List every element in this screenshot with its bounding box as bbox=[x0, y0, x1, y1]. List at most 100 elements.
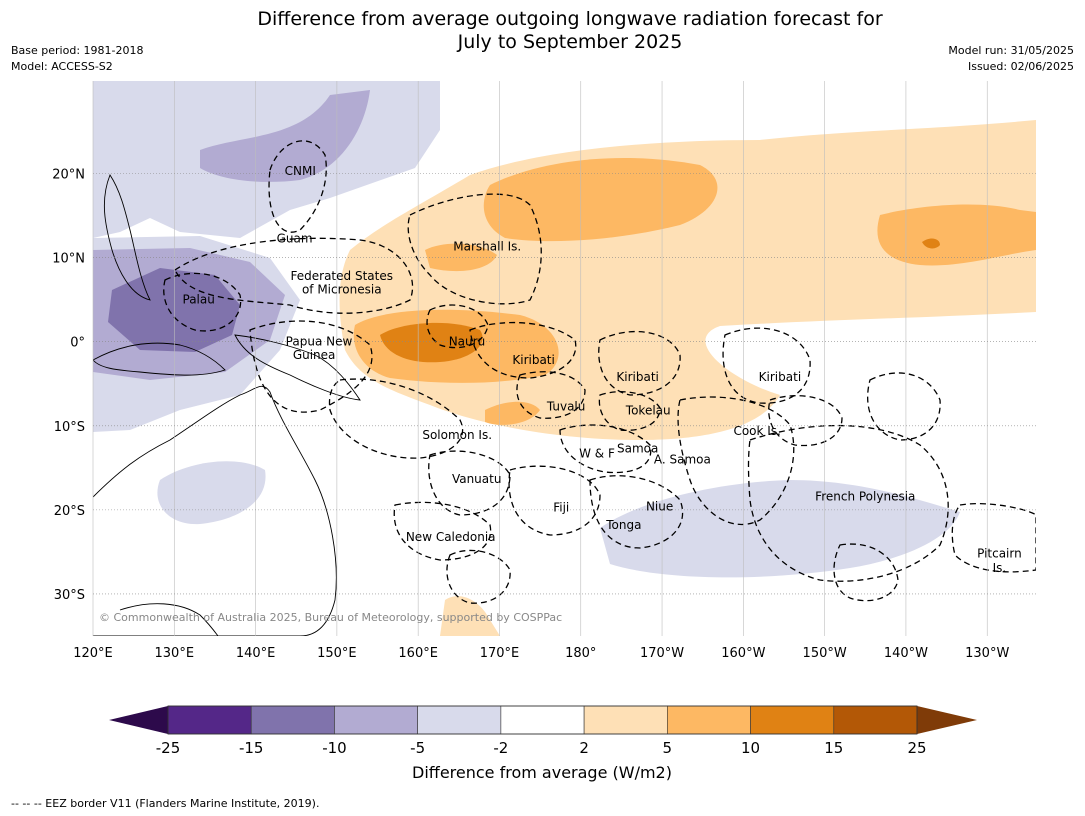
place-label: Tonga bbox=[605, 518, 641, 532]
colorbar-tick-label: 15 bbox=[824, 739, 843, 757]
eez-french-polynesia-north bbox=[866, 372, 941, 441]
base-period-text: Base period: 1981-2018 bbox=[11, 44, 144, 57]
eez-austral bbox=[833, 543, 899, 602]
place-label: Marshall Is. bbox=[453, 240, 521, 254]
colorbar-tick-label: 5 bbox=[663, 739, 673, 757]
australia-coastline bbox=[93, 385, 337, 636]
anomaly-region-orange-east bbox=[877, 204, 1036, 266]
place-label: Palau bbox=[183, 293, 215, 307]
eez-new-caledonia bbox=[393, 501, 492, 561]
anomaly-region-dark-orange bbox=[380, 322, 483, 363]
eez-kiribati-west bbox=[469, 322, 577, 379]
colorbar-title: Difference from average (W/m2) bbox=[412, 763, 672, 782]
place-label: Papua New bbox=[286, 335, 353, 349]
anomaly-region-light-purple-south bbox=[600, 480, 960, 578]
eez-micronesia bbox=[174, 237, 414, 314]
latitude-axis: 20°N 10°N 0° 10°S 20°S 30°S bbox=[52, 168, 85, 603]
place-label: Cook Is. bbox=[733, 424, 780, 438]
eez-png bbox=[249, 320, 373, 413]
eez-footnote: -- -- -- EEZ border V11 (Flanders Marine… bbox=[11, 797, 320, 810]
colorbar-tick-label: 2 bbox=[579, 739, 589, 757]
longitude-tick-label: 120°E bbox=[73, 646, 113, 661]
colorbar-bin bbox=[250, 705, 335, 735]
longitude-tick-label: 140°W bbox=[884, 646, 928, 661]
place-label: Fiji bbox=[553, 500, 569, 514]
latitude-tick-label: 0° bbox=[70, 336, 85, 351]
longitude-tick-label: 160°E bbox=[398, 646, 438, 661]
colorbar-bin bbox=[583, 705, 668, 735]
colorbar-below-arrow bbox=[109, 706, 168, 734]
colorbar-tick-label: -15 bbox=[239, 739, 264, 757]
eez-borders bbox=[163, 140, 1036, 604]
colorbar-tick-label: -5 bbox=[410, 739, 425, 757]
eez-wallis-samoa bbox=[559, 424, 652, 474]
longitude-tick-label: 140°E bbox=[236, 646, 276, 661]
longitude-tick-label: 130°E bbox=[155, 646, 195, 661]
longitude-tick-label: 160°W bbox=[721, 646, 765, 661]
colorbar-bin bbox=[833, 705, 918, 735]
colorbar-outline bbox=[167, 705, 918, 735]
colorbar-tick-label: 10 bbox=[741, 739, 760, 757]
longitude-tick-label: 180° bbox=[565, 646, 596, 661]
eez-nauru bbox=[426, 304, 489, 349]
colorbar-bin bbox=[334, 705, 418, 735]
place-label: Guam bbox=[277, 231, 313, 245]
anomaly-region-medium-purple-north bbox=[200, 90, 370, 182]
place-label: Niue bbox=[646, 500, 673, 514]
eez-fiji bbox=[508, 465, 601, 536]
eez-line-is bbox=[768, 395, 843, 447]
place-label: Nauru bbox=[449, 335, 485, 349]
eez-tuvalu bbox=[516, 371, 586, 419]
colorbar-bin bbox=[417, 705, 502, 735]
longitude-tick-label: 130°W bbox=[965, 646, 1009, 661]
latitude-tick-label: 20°S bbox=[54, 504, 85, 519]
eez-marshall bbox=[407, 193, 542, 305]
latitude-tick-label: 10°S bbox=[54, 420, 85, 435]
longitude-tick-label: 170°E bbox=[480, 646, 520, 661]
place-label: Kiribati bbox=[759, 370, 801, 384]
latitude-tick-label: 30°S bbox=[54, 588, 85, 603]
place-label: Kiribati bbox=[616, 370, 658, 384]
place-label: French Polynesia bbox=[815, 489, 915, 503]
anomaly-region-light-purple-aus bbox=[157, 461, 266, 525]
place-label: A. Samoa bbox=[654, 452, 711, 466]
colorbar-tick-label: -10 bbox=[322, 739, 347, 757]
place-label: Guinea bbox=[293, 348, 336, 362]
latitude-tick-label: 20°N bbox=[52, 168, 85, 183]
map-title: Difference from average outgoing longwav… bbox=[170, 8, 970, 54]
colorbar: -25 -15 -10 -5 -2 2 5 10 15 25 Difference from av… bbox=[109, 705, 977, 782]
gridlines bbox=[92, 81, 1036, 636]
longitude-tick-label: 150°E bbox=[317, 646, 357, 661]
colorbar-bin bbox=[750, 705, 835, 735]
model-run-text: Model run: 31/05/2025 bbox=[948, 44, 1074, 57]
place-label: CNMI bbox=[285, 164, 316, 178]
eez-pitcairn bbox=[951, 503, 1036, 573]
longitude-axis: 120°E 130°E 140°E 150°E 160°E 170°E 180° 170°W 1… bbox=[73, 646, 1009, 661]
eez-palau bbox=[163, 272, 242, 332]
place-label: Federated States bbox=[291, 269, 393, 283]
eez-cnmi bbox=[268, 140, 327, 233]
colorbar-tick-label: 25 bbox=[907, 739, 926, 757]
anomaly-region-light-orange-south bbox=[440, 596, 500, 636]
map-title-line1: Difference from average outgoing longwav… bbox=[257, 8, 883, 30]
eez-niue-tonga bbox=[589, 475, 684, 549]
model-text: Model: ACCESS-S2 bbox=[11, 60, 113, 73]
new-zealand-coastline bbox=[119, 603, 219, 636]
place-label: Kiribati bbox=[512, 353, 554, 367]
copyright-text: © Commonwealth of Australia 2025, Bureau… bbox=[99, 611, 562, 624]
longitude-tick-label: 170°W bbox=[640, 646, 684, 661]
anomaly-region-dark-orange-east bbox=[922, 238, 940, 249]
latitude-tick-label: 10°N bbox=[52, 252, 85, 267]
anomaly-region-orange-tuvalu bbox=[485, 401, 540, 425]
place-label: of Micronesia bbox=[302, 283, 382, 297]
anomaly-region-orange bbox=[483, 157, 718, 242]
eez-kiribati-east bbox=[722, 327, 811, 404]
place-label: Tuvalu bbox=[546, 399, 586, 413]
issued-text: Issued: 02/06/2025 bbox=[967, 60, 1074, 73]
meta-left: Base period: 1981-2018 Model: ACCESS-S2 bbox=[11, 43, 143, 75]
place-label: Samoa bbox=[617, 441, 658, 455]
place-label: New Caledonia bbox=[406, 530, 496, 544]
eez-vanuatu bbox=[428, 450, 511, 516]
